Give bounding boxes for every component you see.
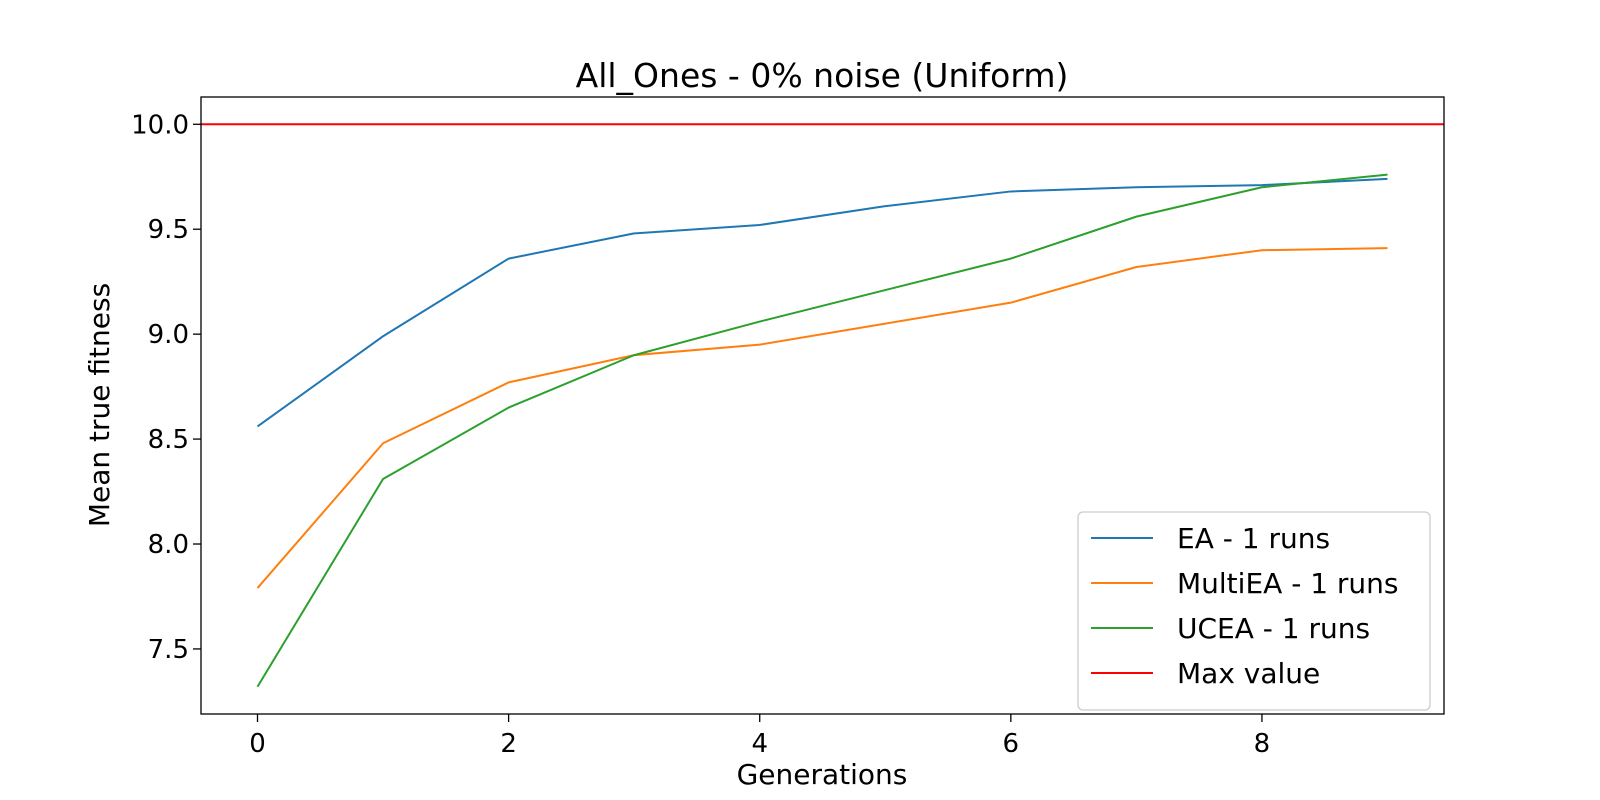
legend-label: UCEA - 1 runs (1177, 612, 1370, 645)
y-tick-label: 8.5 (148, 425, 189, 455)
y-tick-label: 10.0 (131, 110, 189, 140)
chart-title: All_Ones - 0% noise (Uniform) (576, 56, 1069, 95)
y-tick-label: 8.0 (148, 530, 189, 560)
x-tick-label: 2 (500, 729, 517, 759)
legend-box (1077, 511, 1431, 711)
series-line-0 (256, 177, 1388, 428)
series-line-1 (256, 247, 1388, 589)
x-axis-label: Generations (737, 758, 908, 791)
x-tick-label: 4 (751, 729, 768, 759)
y-tick-label: 9.0 (148, 320, 189, 350)
x-tick-label: 0 (249, 729, 266, 759)
series-line-2 (256, 173, 1388, 688)
x-tick-label: 6 (1003, 729, 1020, 759)
y-tick-label: 9.5 (148, 215, 189, 245)
legend-label: Max value (1177, 657, 1320, 690)
legend-label: MultiEA - 1 runs (1177, 567, 1399, 600)
legend: EA - 1 runs MultiEA - 1 runs UCEA - 1 runs… (1077, 511, 1431, 711)
plot-frame (200, 96, 1445, 715)
legend-label: EA - 1 runs (1177, 522, 1330, 555)
x-tick-label: 8 (1254, 729, 1271, 759)
y-axis-label: Mean true fitness (83, 283, 116, 527)
y-tick-label: 7.5 (148, 635, 189, 665)
plot-area (201, 123, 1444, 688)
axes: 0 2 4 6 8 7.5 8.0 8.5 9.0 9.5 10.0 (131, 96, 1445, 759)
